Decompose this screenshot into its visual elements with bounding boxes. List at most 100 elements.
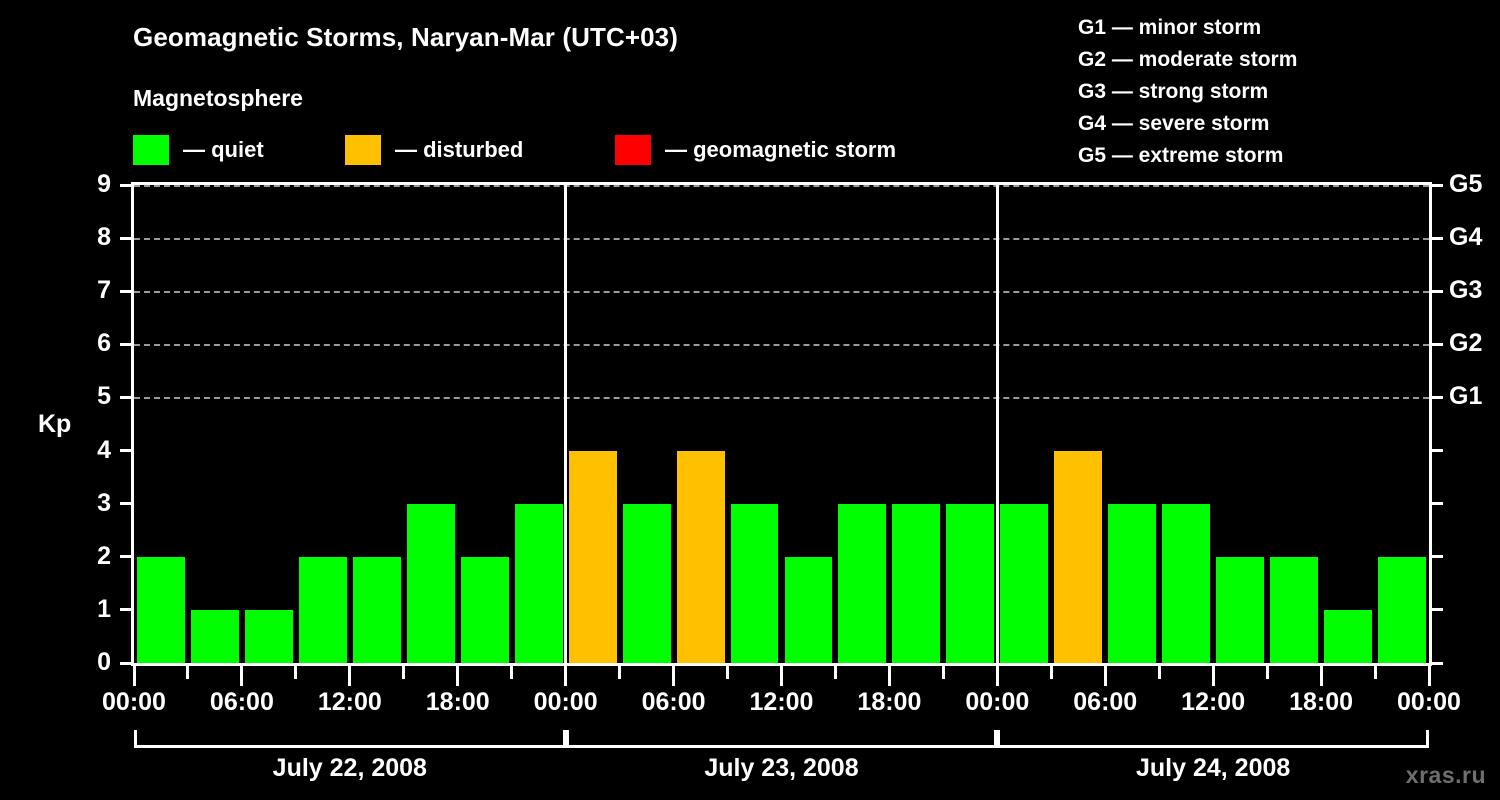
bar[interactable] [514,503,563,663]
bar[interactable] [244,609,293,663]
bar[interactable] [406,503,455,663]
y-tick-label-1: 1 [97,594,111,623]
x-tick-mark-23 [1373,666,1377,679]
x-tick-mark-0 [132,666,136,686]
x-tick-mark-16 [995,666,999,686]
right-tick-label-G1: G1 [1449,382,1483,411]
gridline-kp-9 [134,185,1429,187]
g-legend-item-2: G2 — moderate storm [1078,48,1298,71]
page-title: Geomagnetic Storms, Naryan-Mar (UTC+03) [133,22,678,52]
legend-label-disturbed: — disturbed [395,137,524,162]
g-legend-item-5: G5 — extreme storm [1078,144,1284,167]
bar[interactable] [137,556,185,663]
right-tick-label-G5: G5 [1449,170,1483,198]
gridline-kp-7 [134,291,1429,294]
right-tick-mark-kp-8 [1431,236,1443,240]
bar[interactable] [1000,503,1049,663]
right-tick-mark-kp-3 [1431,502,1443,506]
plot-inner [134,185,1429,663]
bar[interactable] [568,450,617,663]
x-tick-mark-7 [510,666,514,679]
legend-entry-quiet: — quiet [133,133,264,167]
bar[interactable] [298,556,347,663]
legend-entry-disturbed: — disturbed [345,133,523,167]
y-tick-mark-5 [120,395,132,399]
y-tick-label-5: 5 [97,382,111,411]
bar[interactable] [1108,503,1157,663]
y-axis-title: Kp [38,410,72,438]
x-tick-label-8: 00:00 [965,688,1030,716]
x-tick-mark-5 [402,666,406,679]
y-tick-label-2: 2 [97,541,111,570]
x-tick-mark-22 [1319,666,1323,686]
y-tick-label-9: 9 [97,170,111,198]
y-tick-mark-3 [120,502,132,506]
day-bracket-2 [565,730,998,748]
y-tick-mark-1 [120,608,132,612]
bar[interactable] [1054,450,1103,663]
right-tick-mark-kp-5 [1431,395,1443,399]
bar[interactable] [784,556,833,663]
y-tick-mark-6 [120,342,132,346]
right-tick-label-G2: G2 [1449,329,1483,358]
g-legend-item-4: G4 — severe storm [1078,112,1270,135]
bar[interactable] [190,609,239,663]
legend-label-geomagnetic-storm: — geomagnetic storm [665,137,897,162]
y-tick-label-4: 4 [97,435,111,464]
bar[interactable] [1162,503,1211,663]
right-tick-mark-kp-7 [1431,289,1443,293]
bar[interactable] [352,556,401,663]
x-tick-mark-8 [564,666,568,686]
y-tick-label-7: 7 [97,276,111,305]
x-tick-label-6: 12:00 [749,688,814,716]
bar[interactable] [946,503,995,663]
legend-swatch-disturbed [345,135,381,165]
bar[interactable] [1270,556,1319,663]
legend-entry-geomagnetic-storm: — geomagnetic storm [615,133,896,167]
x-tick-mark-1 [186,666,190,679]
x-tick-label-7: 18:00 [857,688,922,716]
right-tick-mark-kp-6 [1431,342,1443,346]
x-tick-label-3: 18:00 [425,688,490,716]
right-tick-label-G3: G3 [1449,276,1483,305]
bar[interactable] [1324,609,1373,663]
y-tick-mark-0 [120,661,132,665]
day-label-1: July 22, 2008 [272,754,427,782]
bar[interactable] [1216,556,1265,663]
bar[interactable] [622,503,671,663]
x-tick-label-1: 06:00 [209,688,274,716]
bar[interactable] [730,503,779,663]
right-tick-mark-kp-4 [1431,449,1443,453]
y-tick-mark-2 [120,555,132,559]
day-label-2: July 23, 2008 [704,754,859,782]
legend-label-quiet: — quiet [183,137,264,162]
x-tick-mark-10 [672,666,676,686]
x-tick-label-10: 12:00 [1181,688,1246,716]
x-tick-mark-3 [294,666,298,679]
x-tick-label-5: 06:00 [641,688,706,716]
y-tick-mark-9 [120,183,132,187]
x-tick-label-11: 18:00 [1289,688,1354,716]
x-tick-mark-17 [1049,666,1053,679]
gridline-kp-6 [134,344,1429,347]
bar[interactable] [892,503,941,663]
day-divider [564,185,568,663]
y-tick-label-3: 3 [97,488,111,517]
y-tick-label-0: 0 [97,648,111,676]
y-tick-label-8: 8 [97,223,111,252]
x-tick-mark-13 [833,666,837,679]
x-tick-mark-2 [240,666,244,686]
x-tick-label-4: 00:00 [533,688,598,716]
x-tick-mark-14 [887,666,891,686]
x-tick-mark-9 [618,666,622,679]
x-tick-mark-18 [1103,666,1107,686]
bar[interactable] [838,503,887,663]
day-label-3: July 24, 2008 [1136,754,1291,782]
bar[interactable] [460,556,509,663]
right-tick-mark-kp-9 [1431,183,1443,187]
x-tick-label-9: 06:00 [1073,688,1138,716]
bar[interactable] [676,450,725,663]
legend-swatch-quiet [133,135,169,165]
bar[interactable] [1378,556,1426,663]
